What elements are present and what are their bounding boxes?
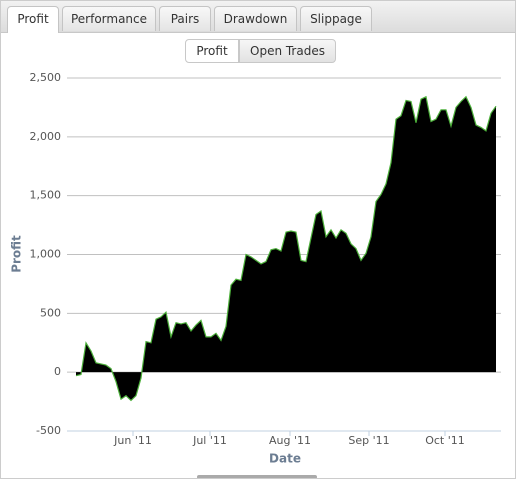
x-axis-title: Date — [269, 452, 301, 466]
y-tick-label: 1,000 — [30, 248, 62, 261]
tab[interactable]: Drawdown — [214, 6, 297, 31]
area-line — [75, 95, 497, 402]
y-tick-label: 2,500 — [30, 71, 62, 84]
tab[interactable]: Slippage — [300, 6, 372, 31]
y-tick-label: 500 — [40, 306, 61, 319]
y-tick-label: -500 — [36, 424, 61, 437]
x-tick-label: Oct '11 — [425, 434, 465, 447]
y-tick-label: 2,000 — [30, 130, 62, 143]
scrollbar — [197, 475, 317, 478]
tab[interactable]: Profit — [7, 6, 59, 33]
x-tick-label: Aug '11 — [269, 434, 311, 447]
x-tick-label: Jun '11 — [113, 434, 152, 447]
toggle-button[interactable]: Open Trades — [239, 39, 336, 63]
y-tick-label: 1,500 — [30, 189, 62, 202]
tab[interactable]: Performance — [62, 6, 156, 31]
toggle-button[interactable]: Profit — [185, 39, 239, 63]
y-axis-title: Profit — [10, 235, 24, 273]
x-tick-label: Sep '11 — [348, 434, 389, 447]
area — [76, 96, 496, 401]
tab[interactable]: Pairs — [159, 6, 211, 31]
y-tick-label: 0 — [54, 365, 61, 378]
tab-bar: Profit Performance Pairs Drawdown Slippa… — [1, 1, 515, 33]
x-tick-label: Jul '11 — [192, 434, 227, 447]
